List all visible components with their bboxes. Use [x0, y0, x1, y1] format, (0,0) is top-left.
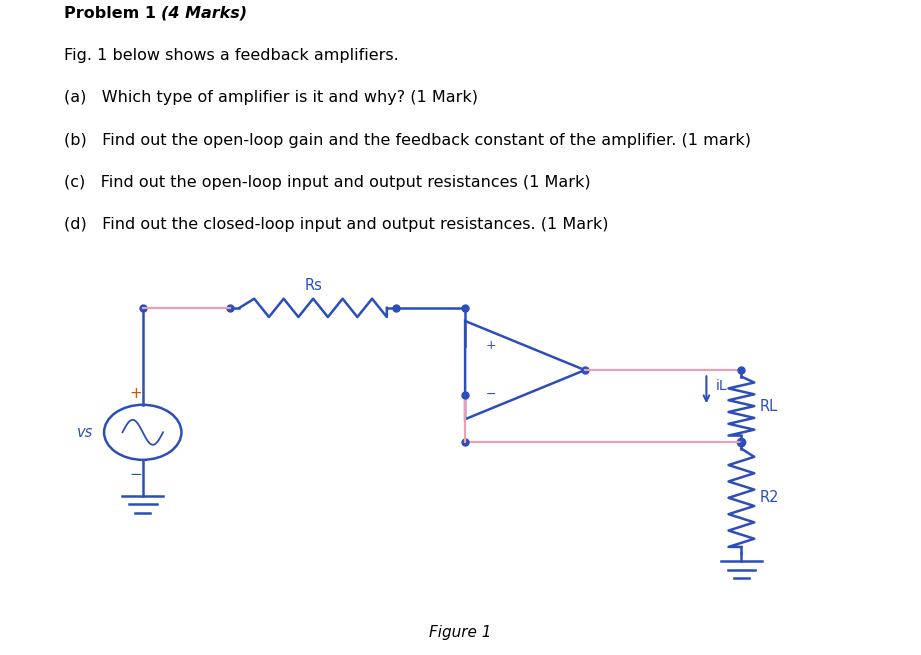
Text: vs: vs [76, 425, 93, 440]
Text: Problem 1: Problem 1 [64, 6, 162, 21]
Text: (b)   Find out the open-loop gain and the feedback constant of the amplifier. (1: (b) Find out the open-loop gain and the … [64, 133, 752, 147]
Text: iL: iL [716, 379, 728, 394]
Text: −: − [485, 388, 495, 401]
Text: R2: R2 [760, 491, 779, 505]
Text: +: + [485, 339, 496, 352]
Text: Rs: Rs [304, 278, 322, 293]
Text: Figure 1: Figure 1 [429, 625, 492, 639]
Text: −: − [129, 467, 142, 481]
Text: (a)   Which type of amplifier is it and why? (1 Mark): (a) Which type of amplifier is it and wh… [64, 90, 479, 105]
Text: RL: RL [760, 399, 778, 413]
Text: +: + [129, 386, 142, 400]
Text: (4 Marks): (4 Marks) [161, 6, 248, 21]
Text: (c)   Find out the open-loop input and output resistances (1 Mark): (c) Find out the open-loop input and out… [64, 175, 591, 190]
Text: (d)   Find out the closed-loop input and output resistances. (1 Mark): (d) Find out the closed-loop input and o… [64, 217, 609, 232]
Text: Fig. 1 below shows a feedback amplifiers.: Fig. 1 below shows a feedback amplifiers… [64, 48, 399, 63]
